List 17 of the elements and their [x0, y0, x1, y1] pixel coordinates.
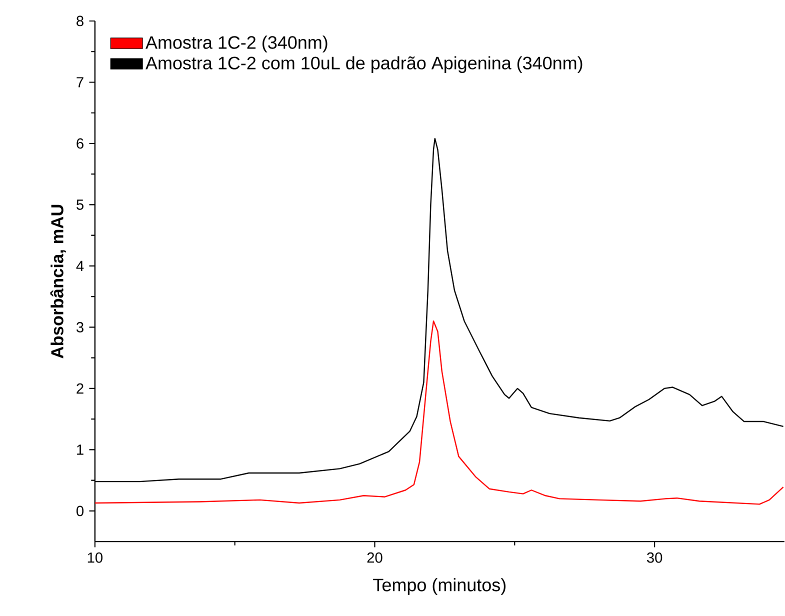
x-axis-title: Tempo (minutos) — [373, 578, 506, 596]
y-tick-label: 2 — [76, 384, 84, 394]
legend-label: Amostra 1C-2 (340nm) — [146, 36, 328, 53]
y-tick-label: 6 — [76, 138, 84, 149]
y-tick-label: 5 — [76, 200, 84, 210]
y-tick-label: 1 — [77, 444, 84, 455]
x-tick-label: 10 — [88, 552, 102, 564]
y-tick-label: 7 — [76, 77, 84, 88]
y-tick-label: 8 — [76, 16, 84, 26]
x-tick-label: 20 — [367, 552, 382, 564]
y-axis-title: Absorbância, mAU — [50, 205, 66, 359]
y-tick-label: 0 — [76, 506, 84, 516]
y-tick-label: 3 — [76, 322, 84, 333]
y-tick-label: 4 — [76, 261, 84, 272]
legend-label: Amostra 1C-2 com 10uL de padrão Apigenina (340nm) — [146, 56, 582, 74]
x-tick-label: 30 — [646, 552, 662, 564]
line-series — [94, 320, 784, 506]
